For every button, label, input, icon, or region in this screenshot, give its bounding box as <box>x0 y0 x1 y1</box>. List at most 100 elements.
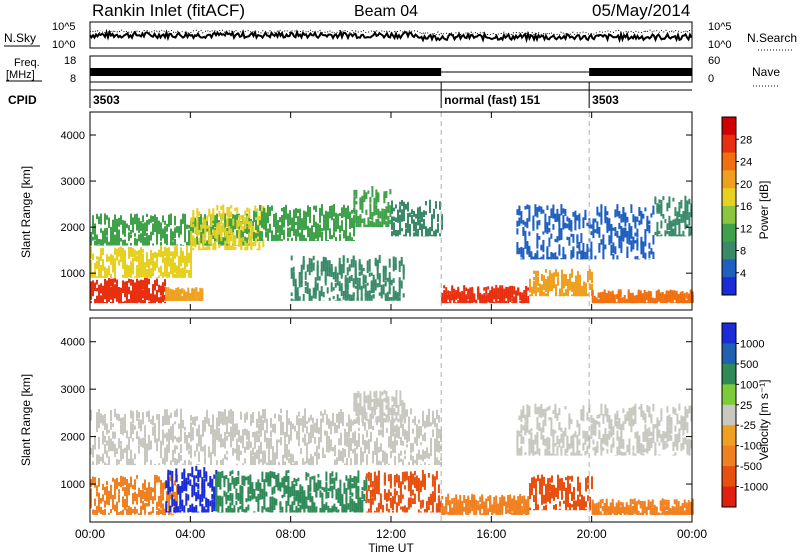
velocity-cell <box>427 498 430 506</box>
power-cell <box>577 275 579 287</box>
power-cell <box>218 222 221 226</box>
power-cell <box>216 226 219 239</box>
power-cell <box>150 215 152 223</box>
power-cell <box>398 289 401 297</box>
power-cell <box>467 300 470 304</box>
velocity-cell <box>409 471 412 478</box>
velocity-cell <box>434 438 436 450</box>
velocity-cell <box>351 477 354 482</box>
velocity-cell <box>112 441 114 452</box>
velocity-cell <box>104 435 106 443</box>
power-cell <box>216 218 218 227</box>
power-cell <box>176 266 178 278</box>
power-cell <box>606 220 609 233</box>
velocity-cell <box>354 431 356 444</box>
power-cell <box>369 203 372 212</box>
velocity-cell <box>393 407 396 416</box>
power-cell <box>112 255 114 265</box>
velocity-cell <box>168 415 170 425</box>
power-cell <box>144 237 146 242</box>
velocity-cell <box>605 500 608 507</box>
velocity-cell <box>437 504 440 513</box>
velocity-cell <box>295 490 298 496</box>
velocity-cell <box>257 479 260 487</box>
velocity-cell <box>176 489 178 502</box>
power-cell <box>154 251 156 259</box>
velocity-cell <box>350 420 352 432</box>
velocity-cell <box>629 504 632 514</box>
power-cell <box>338 263 341 275</box>
power-cell <box>389 219 392 225</box>
velocity-cell <box>303 507 306 513</box>
power-cell <box>254 205 257 215</box>
velocity-cell <box>385 503 388 512</box>
velocity-cell <box>509 501 512 514</box>
velocity-cell <box>269 475 272 487</box>
velocity-cell <box>367 485 370 491</box>
power-cell <box>345 224 347 235</box>
velocity-cell <box>595 508 598 515</box>
power-cell <box>367 217 370 226</box>
velocity-cell <box>247 475 250 485</box>
power-cell <box>248 232 251 245</box>
velocity-cell <box>633 509 636 514</box>
velocity-cell <box>380 429 382 436</box>
power-cell <box>98 287 100 293</box>
velocity-cell <box>202 420 204 433</box>
velocity-cell <box>219 477 222 490</box>
power-cell <box>556 256 559 260</box>
power-cell <box>635 295 638 299</box>
power-cell <box>656 203 659 212</box>
power-cell <box>579 290 581 297</box>
velocity-cell <box>363 406 366 413</box>
velocity-cell <box>193 477 196 488</box>
power-cell <box>318 276 321 281</box>
velocity-cell <box>282 454 284 466</box>
velocity-cell <box>108 444 110 452</box>
power-cell <box>234 207 237 212</box>
velocity-cell <box>477 505 480 511</box>
power-cell <box>417 207 419 218</box>
freq-label: Freq. <box>14 57 40 69</box>
power-cell <box>637 294 640 304</box>
power-cell <box>92 285 94 292</box>
power-cell <box>176 272 178 278</box>
velocity-cell <box>90 494 92 501</box>
velocity-cell <box>160 485 162 495</box>
power-cell <box>368 259 371 272</box>
power-cell <box>653 298 656 304</box>
power-cell <box>627 295 630 302</box>
power-cell <box>635 296 638 304</box>
power-cell <box>299 232 301 241</box>
power-cell <box>393 229 395 236</box>
velocity-cell <box>366 440 368 448</box>
velocity-cell <box>106 450 108 454</box>
velocity-cell <box>213 501 216 511</box>
power-cell <box>362 267 365 272</box>
velocity-cell <box>377 482 380 495</box>
power-cell <box>327 223 329 231</box>
velocity-cell <box>395 390 398 402</box>
power-cell <box>92 290 94 297</box>
velocity-cell <box>385 404 388 410</box>
power-cell <box>182 251 184 255</box>
power-cell <box>523 299 526 304</box>
velocity-cell <box>358 433 360 438</box>
velocity-cell <box>357 489 360 501</box>
power-cell <box>104 228 106 232</box>
velocity-cell <box>455 502 458 514</box>
power-cell <box>208 245 211 251</box>
velocity-cell <box>206 415 208 424</box>
power-cell <box>197 292 200 301</box>
velocity-cell <box>418 419 420 424</box>
velocity-cell <box>371 398 374 402</box>
power-cell <box>549 283 551 292</box>
velocity-cell <box>144 446 146 460</box>
power-cell <box>388 272 391 284</box>
velocity-cell <box>348 419 350 432</box>
velocity-cell <box>171 478 174 486</box>
power-cell <box>651 298 654 303</box>
velocity-cell <box>375 390 378 398</box>
velocity-cell <box>166 409 168 418</box>
velocity-cell <box>178 436 180 443</box>
